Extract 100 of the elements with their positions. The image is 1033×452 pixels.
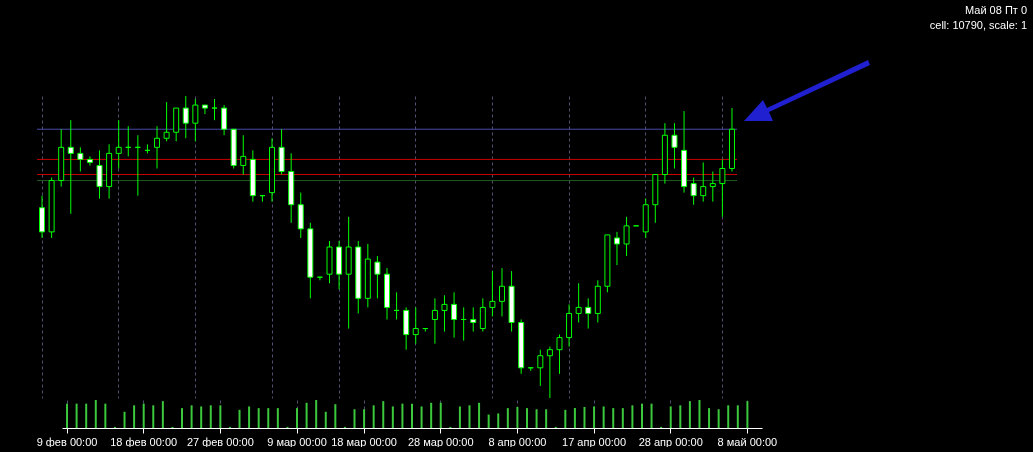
candlestick (77, 146, 84, 172)
candlestick (623, 216, 630, 257)
bar (401, 403, 404, 428)
bar (353, 409, 356, 428)
candlestick (537, 349, 544, 387)
bar (640, 403, 643, 428)
bar (411, 403, 413, 428)
bar (669, 406, 672, 428)
bar (152, 405, 155, 428)
bar (679, 405, 682, 428)
bar (200, 406, 203, 428)
bar (487, 414, 490, 428)
bar (506, 408, 509, 428)
candlestick (201, 104, 208, 115)
bar (209, 405, 212, 428)
bar (593, 406, 596, 428)
candlestick (240, 134, 247, 176)
bar (104, 403, 107, 428)
bar (334, 404, 337, 428)
bar (478, 402, 481, 428)
candlestick (67, 119, 74, 215)
candlestick (709, 171, 716, 203)
bar (650, 403, 653, 428)
x-tick-label: 28 апр 00:00 (638, 435, 703, 448)
bar (545, 409, 548, 428)
bar (296, 408, 299, 428)
candlestick (86, 155, 93, 166)
candlestick (556, 334, 563, 375)
bar (257, 408, 260, 428)
candlestick (192, 98, 199, 142)
x-tick-label: 18 фев 00:00 (110, 435, 178, 448)
x-tick-label: 28 мар 00:00 (407, 435, 474, 448)
candlestick (719, 158, 726, 218)
candlestick (489, 270, 496, 317)
candlestick (221, 104, 228, 136)
bar (631, 405, 634, 428)
x-tick-label: 18 мар 00:00 (331, 435, 397, 448)
text: cell: 10790, scale: 1 (929, 18, 1027, 33)
bar (736, 405, 739, 428)
bar (583, 407, 586, 428)
bar (305, 402, 308, 428)
bar (315, 400, 318, 428)
bar (391, 406, 394, 428)
bar (727, 405, 730, 428)
x-tick-label: 9 мар 00:00 (267, 435, 327, 448)
bar (382, 401, 385, 428)
bar (267, 408, 270, 428)
bar (535, 409, 538, 428)
bar (219, 405, 222, 428)
candlestick (690, 177, 697, 206)
bar (420, 406, 423, 428)
bar (372, 405, 375, 428)
bar (238, 409, 241, 428)
bar (161, 401, 164, 428)
bar (516, 407, 519, 428)
bar (276, 408, 279, 428)
candlestick (374, 255, 381, 299)
bar (612, 408, 615, 428)
candlestick (441, 294, 448, 333)
bar (717, 409, 720, 428)
bar (123, 411, 126, 428)
candlestick (585, 297, 592, 330)
bar (75, 403, 78, 428)
candlestick (182, 95, 189, 139)
x-tick-label: 9 фев 00:00 (36, 435, 98, 448)
candlestick (498, 267, 505, 317)
bar (324, 411, 327, 428)
bar (497, 413, 500, 428)
candlestick (115, 119, 122, 169)
candlestick (613, 231, 620, 266)
candlestick (575, 282, 582, 323)
candlestick (451, 291, 458, 339)
candlestick (412, 306, 419, 345)
bar (248, 406, 251, 428)
bar (688, 401, 691, 428)
bar (363, 409, 366, 428)
bar (525, 408, 528, 428)
x-tick-label: 8 май 00:00 (717, 435, 778, 448)
candlestick (479, 297, 486, 333)
bar (430, 402, 433, 428)
x-tick-label: 17 апр 00:00 (562, 435, 627, 448)
bar (458, 406, 461, 428)
bar (468, 405, 471, 428)
bar (573, 408, 576, 428)
candlestick (163, 101, 170, 142)
candlestick (700, 161, 707, 203)
x-tick-label: 8 апр 00:00 (488, 435, 547, 448)
candlestick (671, 122, 678, 169)
bar (133, 405, 136, 428)
candlestick (211, 98, 218, 121)
x-tick-label: 27 фев 00:00 (186, 435, 254, 448)
bar (708, 408, 711, 428)
candlestick (154, 125, 161, 169)
candlestick (96, 149, 103, 200)
bar (94, 400, 97, 428)
text: Май 08 Пт 0 (964, 3, 1027, 18)
bar (85, 403, 88, 428)
candlestick (470, 306, 477, 333)
candlestick (431, 297, 438, 345)
bar (190, 405, 193, 428)
